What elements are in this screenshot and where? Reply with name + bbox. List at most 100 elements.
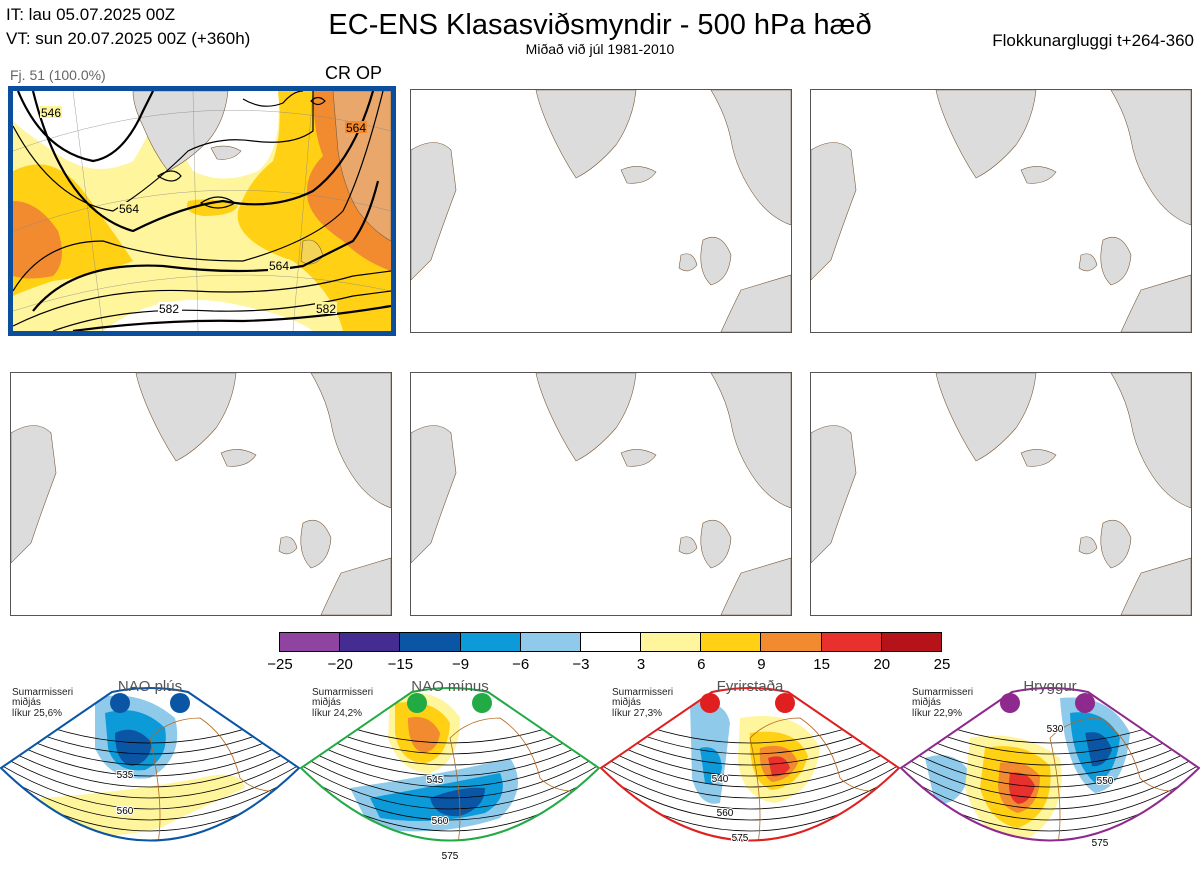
cluster-map-2 bbox=[410, 89, 792, 333]
regime-probability: líkur 25,6% bbox=[12, 708, 63, 719]
colorbar-tick-label: 9 bbox=[757, 656, 766, 673]
height-contour bbox=[601, 742, 899, 799]
scandinavia-landmass bbox=[1110, 373, 1191, 509]
height-contour bbox=[601, 751, 899, 810]
regime-contour-label: 550 bbox=[1097, 776, 1114, 787]
anomaly-fill bbox=[40, 774, 245, 836]
iceland-landmass bbox=[620, 166, 657, 184]
iceland-landmass bbox=[1020, 449, 1057, 467]
colorbar-tick-label: 25 bbox=[933, 656, 951, 673]
regime-panel-nao-plus: 535 560 NAO plús Sumarmisseri miðjás líkur 2… bbox=[0, 678, 300, 871]
colorbar-tick-label: 20 bbox=[873, 656, 891, 673]
regime-map: 545 560 575 bbox=[300, 687, 600, 863]
colorbar-tick-label: −15 bbox=[387, 656, 414, 673]
regime-marker-dot bbox=[775, 693, 795, 713]
height-contour bbox=[301, 760, 599, 821]
anomaly-fill bbox=[768, 756, 790, 777]
contour-label: 582 bbox=[159, 302, 179, 316]
labrador-landmass bbox=[811, 142, 857, 281]
cluster-map-1: 546 564 564 564 582 582 bbox=[8, 86, 396, 336]
colorbar-segment bbox=[640, 632, 702, 652]
contour-label: 582 bbox=[316, 302, 336, 316]
ireland-landmass bbox=[278, 536, 298, 555]
regime-title: NAO mínus bbox=[411, 678, 489, 695]
height-contour bbox=[901, 760, 1199, 821]
contour-label: 546 bbox=[41, 106, 61, 120]
regime-contour-label: 575 bbox=[442, 851, 459, 862]
colorbar-tick-label: −3 bbox=[572, 656, 590, 673]
ireland-landmass bbox=[678, 536, 698, 555]
height-contour bbox=[601, 760, 899, 821]
cluster-map-6 bbox=[810, 372, 1192, 616]
regime-contour-label: 560 bbox=[432, 816, 449, 827]
regime-marker-dot bbox=[1075, 693, 1095, 713]
cluster-map-4 bbox=[10, 372, 392, 616]
regime-marker-dot bbox=[170, 693, 190, 713]
regime-map: 540 560 575 bbox=[600, 687, 900, 845]
colorbar-segment bbox=[820, 632, 882, 652]
ireland-landmass bbox=[1078, 536, 1098, 555]
regime-marker-dot bbox=[110, 693, 130, 713]
iceland-landmass bbox=[620, 449, 657, 467]
britain-landmass bbox=[1100, 519, 1132, 569]
regime-frame bbox=[900, 687, 1200, 842]
colorbar-tick-label: −20 bbox=[327, 656, 353, 673]
scandinavia-landmass bbox=[710, 373, 791, 509]
regime-title: Fyrirstaða bbox=[716, 678, 784, 695]
regime-panel-nao-minus: 545 560 575 NAO mínus Sumarmisseri miðjás lík… bbox=[300, 678, 600, 871]
height-contour bbox=[601, 733, 899, 788]
regime-probability: líkur 22,9% bbox=[912, 708, 963, 719]
regime-frame bbox=[600, 687, 900, 842]
regime-frame bbox=[0, 687, 300, 842]
regime-probability: líkur 27,3% bbox=[612, 708, 663, 719]
regime-contour-label: 560 bbox=[117, 806, 134, 817]
contour-label: 564 bbox=[269, 259, 289, 273]
colorbar-tick-label: −25 bbox=[267, 656, 293, 673]
britain-landmass bbox=[300, 519, 332, 569]
ireland-landmass bbox=[1078, 253, 1098, 272]
iceland-landmass bbox=[210, 145, 242, 160]
colorbar-segment bbox=[339, 632, 401, 652]
height-contour bbox=[1, 760, 299, 821]
valid-time: VT: sun 20.07.2025 00Z (+360h) bbox=[6, 29, 251, 48]
anomaly-fill bbox=[115, 729, 152, 766]
regime-contour-label: 540 bbox=[712, 774, 729, 785]
coastline bbox=[1049, 717, 1199, 841]
anomaly-fill bbox=[408, 717, 440, 753]
labrador-landmass bbox=[11, 425, 57, 564]
iceland-landmass bbox=[220, 449, 257, 467]
height-contour bbox=[901, 742, 1199, 799]
member-count-label: Fj. 51 (100.0%) bbox=[10, 67, 106, 83]
anomaly-field: 546 564 564 564 582 582 bbox=[13, 91, 391, 331]
greenland-landmass bbox=[535, 90, 637, 179]
greenland-landmass bbox=[935, 90, 1037, 179]
height-contour bbox=[601, 796, 899, 841]
regime-title: Hryggur bbox=[1023, 678, 1077, 695]
colorbar-tick-label: −9 bbox=[451, 656, 470, 673]
cluster-map-3 bbox=[810, 89, 1192, 333]
colorbar-segment bbox=[279, 632, 341, 652]
britain-landmass bbox=[700, 236, 732, 286]
height-contour bbox=[901, 751, 1199, 810]
greenland-landmass bbox=[935, 373, 1037, 462]
britain-landmass bbox=[700, 519, 732, 569]
regime-contour-label: 575 bbox=[1092, 838, 1109, 849]
europe-landmass bbox=[1120, 557, 1191, 615]
colorbar-segment bbox=[700, 632, 762, 652]
regime-marker-dot bbox=[700, 693, 720, 713]
greenland-landmass bbox=[535, 373, 637, 462]
colorbar-tick-label: 6 bbox=[697, 656, 706, 673]
regime-contour-label: 575 bbox=[732, 833, 749, 844]
anomaly-fill bbox=[700, 747, 722, 784]
regime-marker-dot bbox=[1000, 693, 1020, 713]
colorbar-segment bbox=[399, 632, 461, 652]
regime-panel-blocking: 540 560 575 Fyrirstaða Sumarmisseri miðjás lí… bbox=[600, 678, 900, 871]
regime-contour-label: 535 bbox=[117, 770, 134, 781]
colorbar-tick-label: 15 bbox=[813, 656, 830, 673]
regime-title: NAO plús bbox=[117, 678, 183, 695]
regime-map: 535 560 bbox=[0, 687, 300, 842]
europe-landmass bbox=[720, 557, 791, 615]
europe-landmass bbox=[1120, 274, 1191, 332]
colorbar bbox=[279, 632, 942, 652]
anomaly-fill-strong-positive bbox=[307, 91, 391, 271]
